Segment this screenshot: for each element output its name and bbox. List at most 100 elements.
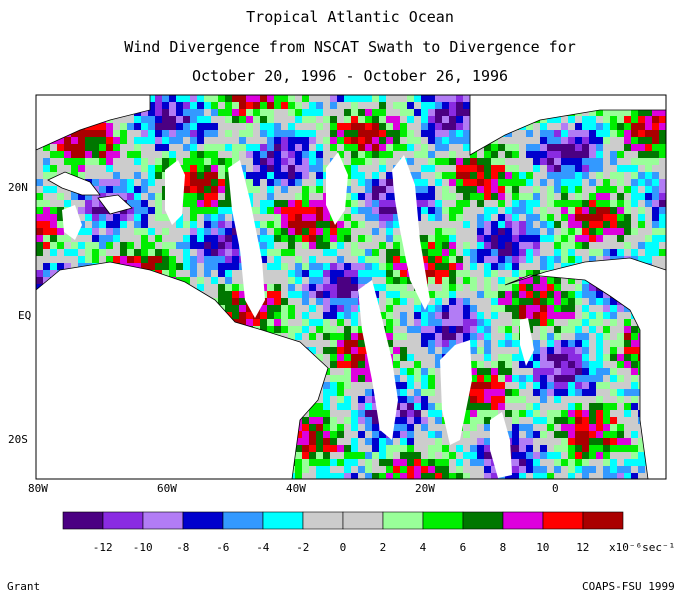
divergence-cell	[393, 291, 400, 298]
divergence-cell	[610, 249, 617, 256]
divergence-cell	[288, 235, 295, 242]
divergence-cell	[505, 214, 512, 221]
divergence-cell	[316, 95, 323, 102]
divergence-cell	[344, 305, 351, 312]
divergence-cell	[505, 333, 512, 340]
divergence-cell	[498, 354, 505, 361]
divergence-cell	[512, 403, 519, 410]
divergence-cell	[120, 165, 127, 172]
divergence-cell	[316, 340, 323, 347]
divergence-cell	[596, 452, 603, 459]
divergence-cell	[456, 144, 463, 151]
divergence-cell	[435, 144, 442, 151]
divergence-cell	[498, 368, 505, 375]
divergence-cell	[316, 291, 323, 298]
divergence-cell	[386, 130, 393, 137]
divergence-cell	[323, 291, 330, 298]
divergence-cell	[295, 291, 302, 298]
divergence-cell	[491, 214, 498, 221]
lat-label-20n: 20N	[8, 181, 28, 194]
lon-label-60w: 60W	[157, 482, 177, 495]
divergence-cell	[316, 298, 323, 305]
divergence-cell	[253, 319, 260, 326]
divergence-cell	[309, 284, 316, 291]
divergence-cell	[526, 424, 533, 431]
divergence-cell	[323, 249, 330, 256]
divergence-cell	[211, 228, 218, 235]
divergence-cell	[316, 445, 323, 452]
divergence-cell	[239, 277, 246, 284]
divergence-cell	[596, 333, 603, 340]
divergence-cell	[554, 417, 561, 424]
divergence-cell	[351, 312, 358, 319]
divergence-cell	[421, 123, 428, 130]
divergence-cell	[512, 193, 519, 200]
divergence-cell	[645, 158, 652, 165]
divergence-cell	[365, 228, 372, 235]
divergence-cell	[330, 417, 337, 424]
divergence-cell	[421, 95, 428, 102]
divergence-cell	[323, 151, 330, 158]
divergence-cell	[631, 473, 638, 479]
divergence-cell	[211, 256, 218, 263]
divergence-cell	[421, 151, 428, 158]
divergence-cell	[337, 221, 344, 228]
divergence-cell	[337, 277, 344, 284]
divergence-cell	[442, 459, 449, 466]
divergence-cell	[505, 354, 512, 361]
divergence-cell	[540, 445, 547, 452]
divergence-cell	[148, 193, 155, 200]
divergence-cell	[463, 270, 470, 277]
divergence-cell	[260, 193, 267, 200]
divergence-cell	[337, 256, 344, 263]
divergence-cell	[491, 144, 498, 151]
divergence-cell	[134, 123, 141, 130]
divergence-cell	[554, 410, 561, 417]
divergence-cell	[554, 424, 561, 431]
divergence-cell	[645, 214, 652, 221]
divergence-cell	[323, 109, 330, 116]
divergence-cell	[232, 144, 239, 151]
divergence-cell	[596, 466, 603, 473]
divergence-cell	[225, 228, 232, 235]
divergence-cell	[435, 95, 442, 102]
divergence-cell	[575, 424, 582, 431]
divergence-cell	[351, 165, 358, 172]
divergence-cell	[260, 256, 267, 263]
divergence-cell	[393, 151, 400, 158]
divergence-cell	[617, 382, 624, 389]
divergence-cell	[302, 228, 309, 235]
divergence-cell	[169, 270, 176, 277]
divergence-cell	[610, 382, 617, 389]
divergence-cell	[274, 277, 281, 284]
divergence-cell	[50, 221, 57, 228]
divergence-cell	[589, 382, 596, 389]
divergence-cell	[295, 277, 302, 284]
divergence-cell	[295, 179, 302, 186]
divergence-cell	[589, 305, 596, 312]
divergence-cell	[645, 151, 652, 158]
divergence-cell	[253, 116, 260, 123]
divergence-cell	[477, 417, 484, 424]
divergence-cell	[176, 228, 183, 235]
divergence-cell	[127, 151, 134, 158]
divergence-cell	[533, 242, 540, 249]
divergence-cell	[274, 263, 281, 270]
divergence-cell	[512, 410, 519, 417]
divergence-cell	[351, 424, 358, 431]
divergence-cell	[344, 165, 351, 172]
divergence-cell	[589, 410, 596, 417]
divergence-cell	[260, 305, 267, 312]
divergence-cell	[449, 116, 456, 123]
divergence-cell	[421, 382, 428, 389]
divergence-cell	[351, 256, 358, 263]
divergence-cell	[624, 186, 631, 193]
divergence-cell	[36, 221, 43, 228]
divergence-cell	[554, 312, 561, 319]
divergence-cell	[533, 298, 540, 305]
divergence-cell	[302, 340, 309, 347]
divergence-cell	[225, 284, 232, 291]
divergence-cell	[589, 144, 596, 151]
divergence-cell	[78, 249, 85, 256]
